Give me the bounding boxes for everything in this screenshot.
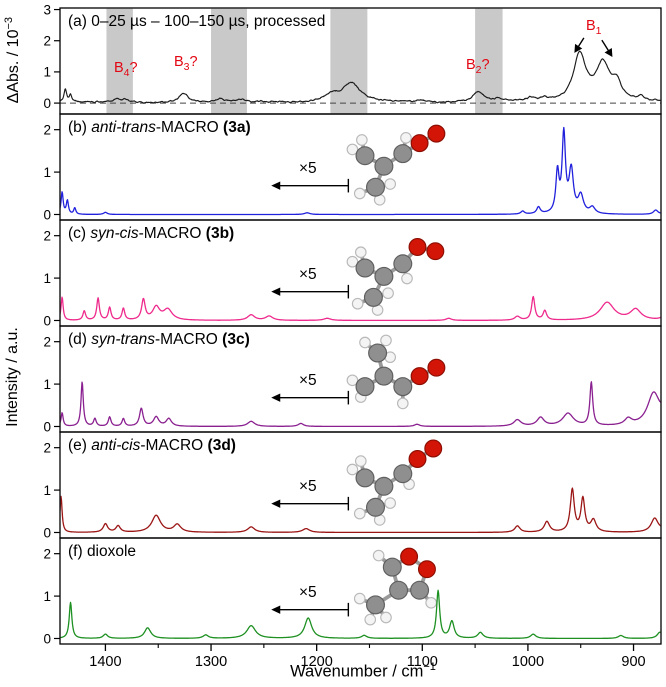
b1-sub: 1 bbox=[595, 24, 602, 37]
panel-e-mid: -MACRO bbox=[140, 437, 208, 454]
svg-text:0: 0 bbox=[43, 96, 51, 111]
panel-f-mid: dioxole bbox=[86, 543, 137, 560]
panel-e-compound: (3d) bbox=[207, 437, 236, 454]
panel-b-title: (b) anti-trans-MACRO (3a) bbox=[68, 119, 251, 136]
y-axis-label-delta-abs: ΔAbs. / 10−3 bbox=[3, 0, 23, 125]
panel-e-pre: (e) bbox=[68, 437, 92, 454]
svg-text:0: 0 bbox=[43, 419, 51, 434]
x5-label-f: ×5 bbox=[299, 584, 317, 601]
band-label-b2: B2? bbox=[466, 57, 490, 76]
xlabel-sup: −1 bbox=[423, 661, 436, 673]
panel-d-mid: -MACRO bbox=[155, 331, 223, 348]
panel-b-pre: (b) bbox=[68, 119, 92, 136]
panel-a-title: (a) 0–25 µs – 100–150 µs, processed bbox=[68, 13, 325, 30]
panel-b-compound: (3a) bbox=[223, 119, 251, 136]
svg-text:0: 0 bbox=[43, 313, 51, 328]
svg-text:1: 1 bbox=[43, 271, 51, 286]
b4-sub: 4 bbox=[123, 66, 130, 79]
b3-sub: 3 bbox=[183, 60, 190, 73]
panel-b-isomer: anti-trans bbox=[91, 119, 156, 136]
ylabel-a-text: ΔAbs. / 10 bbox=[5, 29, 23, 104]
b4-base: B bbox=[114, 60, 124, 76]
panel-c-title: (c) syn-cis-MACRO (3b) bbox=[68, 225, 234, 242]
x-axis-label: Wavenumber / cm−1 bbox=[183, 661, 543, 682]
svg-text:1200: 1200 bbox=[301, 654, 333, 670]
svg-text:1: 1 bbox=[43, 65, 51, 80]
x5-label-c: ×5 bbox=[299, 266, 317, 283]
svg-text:1: 1 bbox=[43, 377, 51, 392]
panel-d-compound: (3c) bbox=[222, 331, 250, 348]
b2-base: B bbox=[466, 57, 476, 73]
panel-a-title-text: (a) 0–25 µs – 100–150 µs, processed bbox=[68, 13, 326, 30]
panel-e-title: (e) anti-cis-MACRO (3d) bbox=[68, 437, 236, 454]
svg-text:1400: 1400 bbox=[89, 654, 121, 670]
panel-c-pre: (c) bbox=[68, 225, 91, 242]
svg-text:0: 0 bbox=[43, 631, 51, 646]
svg-text:2: 2 bbox=[43, 546, 51, 561]
svg-text:1300: 1300 bbox=[195, 654, 227, 670]
ylabel-a-sup: −3 bbox=[2, 16, 15, 30]
panel-c-compound: (3b) bbox=[205, 225, 235, 242]
b3-base: B bbox=[174, 54, 184, 70]
svg-text:2: 2 bbox=[43, 122, 51, 137]
b1-base: B bbox=[586, 18, 596, 34]
b3-q: ? bbox=[189, 54, 198, 70]
svg-text:2: 2 bbox=[43, 440, 51, 455]
x5-label-b: ×5 bbox=[299, 160, 317, 177]
panel-d-pre: (d) bbox=[68, 331, 92, 348]
svg-text:0: 0 bbox=[43, 207, 51, 222]
x5-label-d: ×5 bbox=[299, 372, 317, 389]
svg-text:1: 1 bbox=[43, 589, 51, 604]
panel-c-mid: -MACRO bbox=[138, 225, 206, 242]
svg-text:1: 1 bbox=[43, 483, 51, 498]
band-label-b4: B4? bbox=[114, 60, 138, 79]
b2-sub: 2 bbox=[475, 63, 482, 76]
panel-f-title: (f) dioxole bbox=[68, 543, 136, 560]
panel-d-isomer: syn-trans bbox=[91, 331, 155, 348]
svg-text:1000: 1000 bbox=[512, 654, 544, 670]
panel-f-pre: (f) bbox=[68, 543, 87, 560]
panel-b-mid: -MACRO bbox=[155, 119, 224, 136]
panel-e-isomer: anti-cis bbox=[91, 437, 141, 454]
svg-text:2: 2 bbox=[43, 228, 51, 243]
x5-label-e: ×5 bbox=[299, 478, 317, 495]
svg-text:3: 3 bbox=[43, 2, 51, 17]
svg-text:1: 1 bbox=[43, 165, 51, 180]
svg-text:1100: 1100 bbox=[407, 654, 438, 670]
band-label-b3: B3? bbox=[174, 54, 198, 73]
panel-d-title: (d) syn-trans-MACRO (3c) bbox=[68, 331, 250, 348]
band-label-b1: B1 bbox=[586, 18, 602, 37]
svg-text:900: 900 bbox=[621, 654, 645, 670]
b2-q: ? bbox=[481, 57, 490, 73]
xlabel-text: Wavenumber / cm bbox=[290, 662, 424, 681]
y-axis-label-intensity: Intensity / a.u. bbox=[4, 327, 21, 427]
panel-c-isomer: syn-cis bbox=[90, 225, 139, 242]
svg-text:0: 0 bbox=[43, 525, 51, 540]
svg-text:2: 2 bbox=[43, 334, 51, 349]
b4-q: ? bbox=[129, 60, 138, 76]
svg-text:2: 2 bbox=[43, 34, 51, 49]
